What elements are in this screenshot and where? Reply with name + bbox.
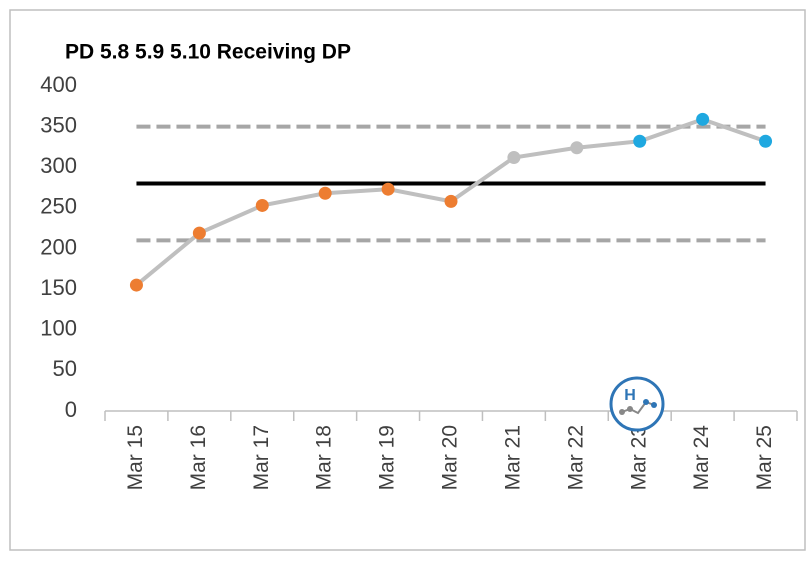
data-point bbox=[192, 226, 206, 240]
data-point bbox=[444, 194, 458, 208]
y-tick-label: 0 bbox=[65, 397, 77, 422]
data-point bbox=[255, 198, 269, 212]
x-tick-label: Mar 21 bbox=[501, 425, 524, 490]
y-tick-label: 100 bbox=[40, 316, 77, 341]
data-point bbox=[507, 151, 521, 164]
data-point bbox=[129, 278, 143, 292]
data-point bbox=[696, 112, 710, 126]
data-point bbox=[570, 141, 584, 155]
y-tick-label: 250 bbox=[40, 194, 77, 219]
x-tick-label: Mar 24 bbox=[690, 425, 713, 491]
data-point bbox=[759, 134, 773, 148]
x-tick-label: Mar 15 bbox=[124, 425, 147, 490]
y-tick-label: 50 bbox=[53, 356, 77, 381]
y-tick-label: 300 bbox=[40, 153, 77, 178]
svg-text:H: H bbox=[624, 387, 636, 404]
watermark-icon: H bbox=[609, 376, 665, 432]
data-point bbox=[633, 134, 647, 148]
data-point bbox=[318, 186, 332, 200]
x-tick-label: Mar 22 bbox=[564, 425, 587, 490]
x-tick-label: Mar 25 bbox=[753, 425, 776, 490]
x-tick-label: Mar 19 bbox=[376, 425, 399, 490]
data-point bbox=[381, 182, 395, 196]
y-tick-label: 200 bbox=[40, 234, 77, 259]
x-tick-label: Mar 20 bbox=[439, 425, 462, 490]
x-tick-label: Mar 23 bbox=[627, 425, 650, 490]
x-tick-label: Mar 17 bbox=[250, 425, 273, 490]
chart-title: PD 5.8 5.9 5.10 Receiving DP bbox=[65, 41, 351, 64]
x-tick-label: Mar 18 bbox=[313, 425, 336, 490]
x-tick-label: Mar 16 bbox=[187, 425, 210, 490]
y-tick-label: 150 bbox=[40, 275, 77, 300]
y-tick-label: 350 bbox=[40, 112, 77, 137]
y-tick-label: 400 bbox=[40, 72, 77, 97]
